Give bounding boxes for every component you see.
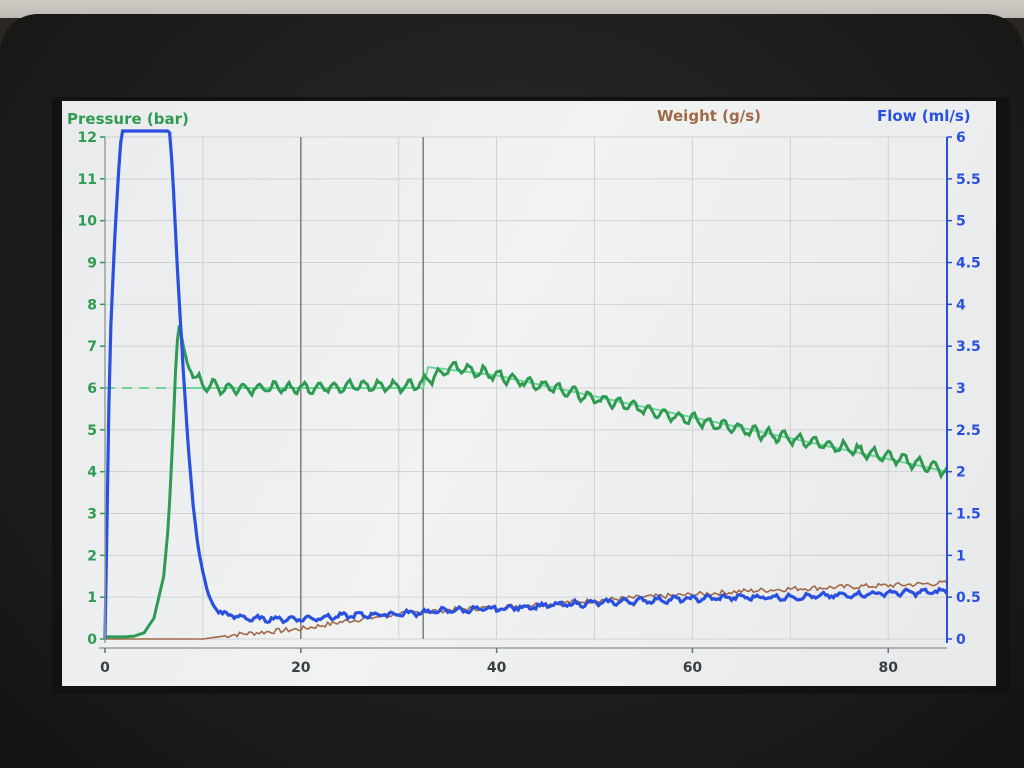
shot-chart: 012345678910111200.511.522.533.544.555.5…: [67, 107, 981, 676]
right-axis-tick-label: 5.5: [956, 172, 981, 188]
x-axis-tick-label: 40: [487, 660, 507, 676]
right-axis-tick-label: 4: [956, 297, 966, 313]
left-axis-tick-label: 12: [78, 130, 97, 146]
left-axis-title: Pressure (bar): [67, 110, 189, 128]
left-axis-tick-label: 11: [78, 172, 97, 188]
x-axis-tick-label: 80: [879, 660, 899, 676]
weight-axis-title: Weight (g/s): [657, 107, 761, 125]
right-axis-tick-label: 2.5: [956, 423, 981, 439]
background-wall: [0, 0, 1024, 18]
right-axis-tick-label: 1.5: [956, 507, 981, 523]
right-axis-tick-label: 2: [956, 465, 966, 481]
x-axis-tick-label: 20: [291, 660, 311, 676]
right-axis-tick-label: 0: [956, 632, 966, 648]
weight-line: [105, 579, 948, 640]
right-axis-tick-label: 4.5: [956, 256, 981, 272]
chart-series: [103, 129, 949, 640]
right-axis-title: Flow (ml/s): [877, 107, 971, 125]
flow-line: [103, 129, 949, 640]
left-axis-tick-label: 0: [87, 632, 97, 648]
right-axis-tick-label: 0.5: [956, 590, 981, 606]
left-axis-tick-label: 4: [87, 465, 97, 481]
right-axis-tick-label: 1: [956, 548, 966, 564]
x-axis-tick-label: 0: [100, 660, 110, 676]
chart-axes: 012345678910111200.511.522.533.544.555.5…: [78, 130, 981, 676]
right-axis-tick-label: 6: [956, 130, 966, 146]
left-axis-tick-label: 5: [87, 423, 97, 439]
right-axis-tick-label: 5: [956, 214, 966, 230]
pressure-line: [105, 325, 949, 639]
left-axis-tick-label: 10: [78, 214, 98, 230]
left-axis-tick-label: 8: [87, 297, 97, 313]
left-axis-tick-label: 2: [87, 548, 97, 564]
left-axis-tick-label: 1: [87, 590, 97, 606]
chart-display: 0 1 2 3 4 5 6 7 8 9 10 11 12 0 0.5 1 1.5 2 2.5 3 3.5 4 4.5 5 5.5…: [62, 101, 996, 686]
left-axis-tick-label: 9: [87, 256, 97, 272]
left-axis-tick-label: 6: [87, 381, 97, 397]
right-axis-tick-label: 3.5: [956, 339, 981, 355]
left-axis-tick-label: 3: [87, 507, 97, 523]
x-axis-tick-label: 60: [683, 660, 703, 676]
left-axis-tick-label: 7: [87, 339, 97, 355]
right-axis-tick-label: 3: [956, 381, 966, 397]
